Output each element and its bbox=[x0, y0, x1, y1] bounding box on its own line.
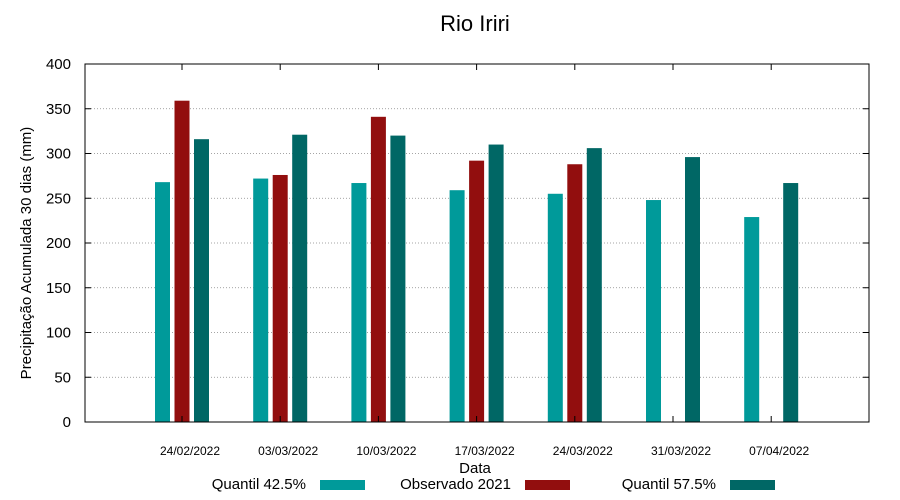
y-tick-label: 150 bbox=[46, 280, 71, 297]
bar bbox=[469, 160, 485, 422]
bar bbox=[194, 139, 209, 422]
chart-title: Rio Iriri bbox=[440, 11, 510, 36]
bar bbox=[155, 182, 170, 422]
bar bbox=[292, 134, 308, 422]
x-tick-label: 24/03/2022 bbox=[553, 444, 613, 458]
legend-label: Quantil 57.5% bbox=[622, 476, 716, 493]
y-tick-label: 200 bbox=[46, 235, 71, 252]
bar bbox=[685, 157, 700, 422]
bar bbox=[174, 100, 190, 422]
y-tick-label: 250 bbox=[46, 190, 71, 207]
x-tick-label: 31/03/2022 bbox=[651, 444, 711, 458]
y-tick-label: 400 bbox=[46, 56, 71, 73]
legend: Quantil 42.5% Observado 2021 Quantil 57.5% bbox=[212, 476, 775, 493]
legend-swatch bbox=[525, 480, 570, 490]
y-tick-label: 0 bbox=[63, 414, 71, 431]
x-tick-label: 07/04/2022 bbox=[749, 444, 809, 458]
x-axis-ticks: 24/02/2022 03/03/2022 10/03/2022 17/03/2022… bbox=[160, 64, 810, 458]
bar bbox=[351, 183, 367, 422]
bar bbox=[370, 116, 386, 423]
bar bbox=[390, 135, 406, 422]
y-tick-label: 50 bbox=[54, 369, 71, 386]
y-axis-label: Precipitação Acumulada 30 dias (mm) bbox=[18, 127, 35, 380]
bars bbox=[155, 100, 799, 423]
legend-swatch bbox=[730, 480, 775, 490]
bar bbox=[547, 193, 563, 422]
x-tick-label: 24/02/2022 bbox=[160, 444, 220, 458]
x-tick-label: 10/03/2022 bbox=[356, 444, 416, 458]
legend-swatch bbox=[320, 480, 365, 490]
x-tick-label: 17/03/2022 bbox=[455, 444, 515, 458]
y-axis-ticks: 0 50 100 150 200 250 300 350 400 bbox=[46, 56, 869, 431]
bar bbox=[272, 174, 288, 422]
x-axis-label: Data bbox=[459, 460, 491, 477]
bar bbox=[567, 164, 583, 423]
bar bbox=[783, 183, 799, 422]
bar bbox=[449, 190, 465, 422]
bar bbox=[488, 144, 504, 423]
bar bbox=[586, 148, 602, 422]
x-tick-label: 03/03/2022 bbox=[258, 444, 318, 458]
bar bbox=[253, 178, 269, 422]
bar bbox=[646, 200, 661, 422]
legend-label: Observado 2021 bbox=[400, 476, 511, 493]
bar bbox=[744, 217, 760, 422]
y-tick-label: 300 bbox=[46, 146, 71, 163]
y-tick-label: 350 bbox=[46, 101, 71, 118]
y-tick-label: 100 bbox=[46, 325, 71, 342]
legend-label: Quantil 42.5% bbox=[212, 476, 306, 493]
